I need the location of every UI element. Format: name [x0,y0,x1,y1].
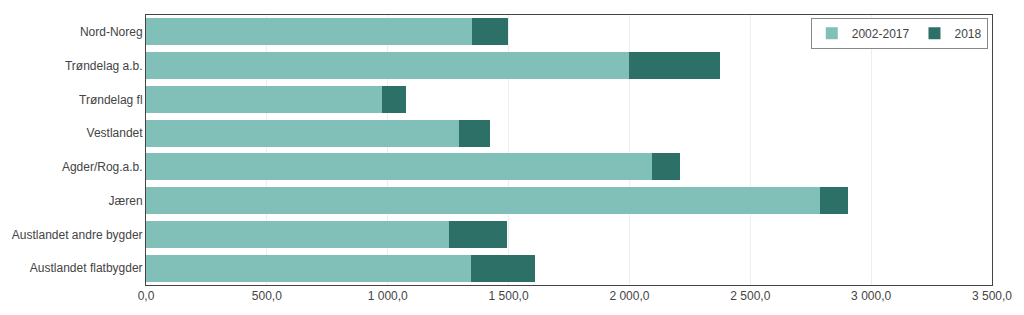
svg-text:Nord-Noreg: Nord-Noreg [80,25,143,39]
svg-text:2 000,0: 2 000,0 [609,289,649,303]
svg-text:Austlandet flatbygder: Austlandet flatbygder [30,261,143,275]
svg-text:2 500,0: 2 500,0 [730,289,770,303]
svg-text:Trøndelag a.b.: Trøndelag a.b. [65,59,143,73]
svg-text:Jæren: Jæren [109,194,143,208]
svg-text:500,0: 500,0 [252,289,282,303]
svg-text:Vestlandet: Vestlandet [87,126,144,140]
svg-text:2002-2017: 2002-2017 [852,27,910,41]
svg-text:3 500,0: 3 500,0 [972,289,1012,303]
svg-text:Trøndelag fl: Trøndelag fl [79,93,143,107]
svg-text:2018: 2018 [954,27,981,41]
svg-text:1 000,0: 1 000,0 [368,289,408,303]
svg-text:0,0: 0,0 [138,289,155,303]
svg-text:1 500,0: 1 500,0 [489,289,529,303]
svg-text:3 000,0: 3 000,0 [851,289,891,303]
svg-text:Austlandet andre bygder: Austlandet andre bygder [12,228,143,242]
svg-text:Agder/Rog.a.b.: Agder/Rog.a.b. [62,160,143,174]
